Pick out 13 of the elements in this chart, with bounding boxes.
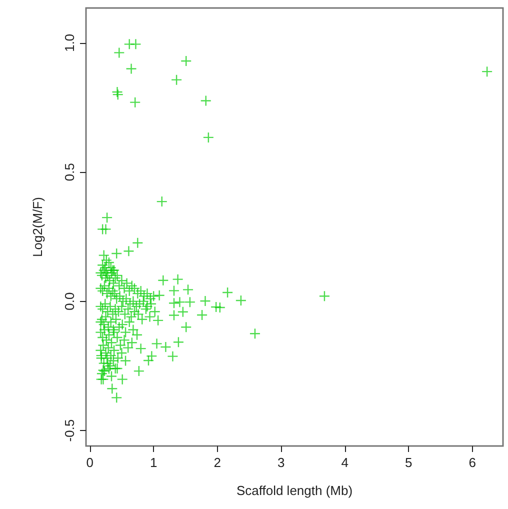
x-tick-label: 5 — [405, 455, 412, 470]
y-axis-title: Log2(M/F) — [30, 197, 45, 257]
x-tick-label: 2 — [214, 455, 221, 470]
x-axis-title: Scaffold length (Mb) — [236, 483, 353, 498]
x-tick-label: 1 — [150, 455, 158, 470]
y-tick-label: -0.5 — [62, 419, 77, 442]
x-tick-label: 0 — [86, 455, 94, 470]
y-tick-label: 0.0 — [62, 292, 77, 310]
y-tick-label: 1.0 — [62, 34, 77, 52]
x-tick-label: 6 — [468, 455, 476, 470]
y-tick-label: 0.5 — [62, 163, 77, 182]
x-tick-label: 4 — [341, 455, 348, 470]
x-tick-label: 3 — [277, 455, 285, 470]
